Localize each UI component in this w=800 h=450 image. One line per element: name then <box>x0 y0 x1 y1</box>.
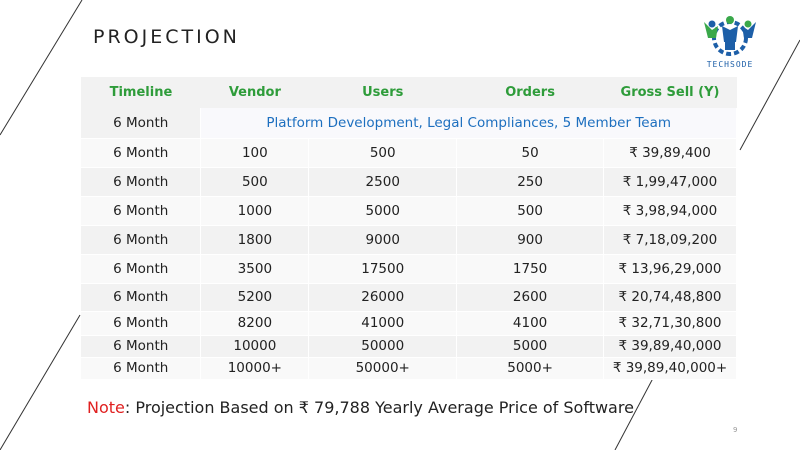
cell-users: 9000 <box>308 225 458 255</box>
table-header-row: Timeline Vendor Users Orders Gross Sell … <box>81 77 737 108</box>
cell-vendor: 10000+ <box>200 357 310 380</box>
cell-vendor: 1000 <box>200 196 310 226</box>
cell-gross-sell: ₹ 39,89,400 <box>603 138 737 168</box>
cell-orders: 500 <box>456 196 604 226</box>
header-timeline: Timeline <box>81 77 201 108</box>
cell-gross-sell: ₹ 20,74,48,800 <box>603 283 737 312</box>
cell-users: 41000 <box>308 311 458 336</box>
header-gross-sell: Gross Sell (Y) <box>603 77 737 108</box>
cell-users: 17500 <box>308 254 458 284</box>
cell-vendor: 10000 <box>200 335 310 358</box>
cell-timeline: 6 Month <box>81 138 202 168</box>
cell-orders: 50 <box>456 138 604 168</box>
logo-text: TECHSODE <box>706 60 754 69</box>
table-row: 6 Month 1000 5000 500 ₹ 3,98,94,000 <box>81 196 737 226</box>
header-users: Users <box>308 77 457 108</box>
cell-orders: 5000 <box>456 335 604 358</box>
cell-users: 50000 <box>308 335 458 358</box>
cell-merged-description: Platform Development, Legal Compliances,… <box>200 108 737 139</box>
page-number: 9 <box>733 426 738 434</box>
cell-users: 5000 <box>308 196 458 226</box>
cell-timeline: 6 Month <box>81 196 202 226</box>
cell-orders: 4100 <box>456 311 604 336</box>
table-row: 6 Month 1800 9000 900 ₹ 7,18,09,200 <box>81 225 737 255</box>
cell-vendor: 100 <box>200 138 310 168</box>
page-title: PROJECTION <box>93 26 240 48</box>
cell-vendor: 5200 <box>200 283 310 312</box>
cell-vendor: 8200 <box>200 311 310 336</box>
note-text: : Projection Based on ₹ 79,788 Yearly Av… <box>124 398 634 417</box>
cell-timeline: 6 Month <box>81 335 202 358</box>
cell-users: 26000 <box>308 283 458 312</box>
projection-note: Note: Projection Based on ₹ 79,788 Yearl… <box>87 398 634 417</box>
cell-timeline: 6 Month <box>81 225 202 255</box>
header-orders: Orders <box>456 77 604 108</box>
note-label: Note <box>87 398 125 417</box>
cell-gross-sell: ₹ 1,99,47,000 <box>603 167 737 197</box>
cell-vendor: 3500 <box>200 254 310 284</box>
table-row: 6 Month 3500 17500 1750 ₹ 13,96,29,000 <box>81 254 737 284</box>
cell-vendor: 1800 <box>200 225 310 255</box>
cell-orders: 900 <box>456 225 604 255</box>
table-row: 6 Month 10000+ 50000+ 5000+ ₹ 39,89,40,0… <box>81 357 737 380</box>
cell-gross-sell: ₹ 32,71,30,800 <box>603 311 737 336</box>
table-row: 6 Month 500 2500 250 ₹ 1,99,47,000 <box>81 167 737 197</box>
cell-timeline: 6 Month <box>81 167 202 197</box>
cell-users: 2500 <box>308 167 458 197</box>
cell-orders: 1750 <box>456 254 604 284</box>
table-row: 6 Month 5200 26000 2600 ₹ 20,74,48,800 <box>81 283 737 312</box>
projection-table: Timeline Vendor Users Orders Gross Sell … <box>81 77 737 380</box>
cell-timeline: 6 Month <box>81 311 202 336</box>
cell-orders: 2600 <box>456 283 604 312</box>
table-row: 6 Month Platform Development, Legal Comp… <box>81 108 737 139</box>
cell-users: 500 <box>308 138 458 168</box>
cell-gross-sell: ₹ 39,89,40,000 <box>603 335 737 358</box>
cell-gross-sell: ₹ 13,96,29,000 <box>603 254 737 284</box>
cell-gross-sell: ₹ 3,98,94,000 <box>603 196 737 226</box>
table-row: 6 Month 100 500 50 ₹ 39,89,400 <box>81 138 737 168</box>
cell-timeline: 6 Month <box>81 254 202 284</box>
techsode-logo: TECHSODE <box>698 8 762 74</box>
cell-timeline: 6 Month <box>81 357 202 380</box>
cell-timeline: 6 Month <box>81 108 202 139</box>
cell-orders: 5000+ <box>456 357 604 380</box>
header-vendor: Vendor <box>200 77 309 108</box>
cell-users: 50000+ <box>308 357 458 380</box>
cell-gross-sell: ₹ 39,89,40,000+ <box>603 357 737 380</box>
cell-vendor: 500 <box>200 167 310 197</box>
table-row: 6 Month 8200 41000 4100 ₹ 32,71,30,800 <box>81 311 737 336</box>
cell-orders: 250 <box>456 167 604 197</box>
logo-figures-icon <box>704 16 756 56</box>
cell-gross-sell: ₹ 7,18,09,200 <box>603 225 737 255</box>
cell-timeline: 6 Month <box>81 283 202 312</box>
table-row: 6 Month 10000 50000 5000 ₹ 39,89,40,000 <box>81 335 737 358</box>
